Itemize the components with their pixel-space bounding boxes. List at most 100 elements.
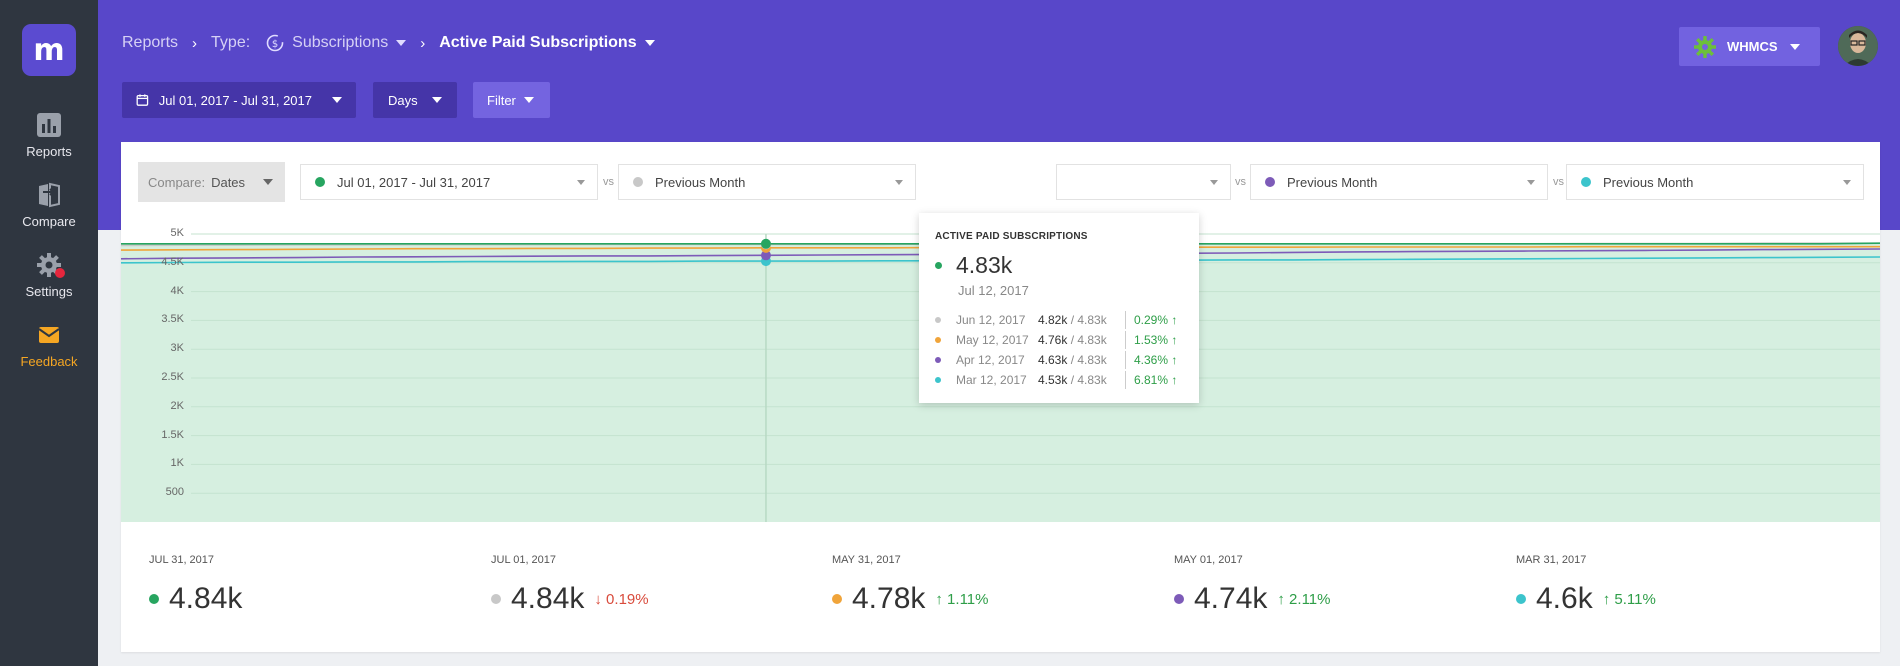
series-dot	[1516, 594, 1526, 604]
series-dot	[935, 262, 942, 269]
hover-point-4	[760, 250, 771, 261]
chart-tooltip: ACTIVE PAID SUBSCRIPTIONS 4.83k Jul 12, …	[919, 213, 1199, 403]
summary-change: ↑ 2.11%	[1277, 590, 1331, 608]
y-tick-label: 500	[165, 486, 184, 499]
y-tick-label: 4.5K	[161, 255, 184, 268]
compare-select-3[interactable]	[1056, 164, 1231, 200]
compare-icon	[36, 182, 62, 208]
vs-label: vs	[1553, 176, 1564, 188]
mail-icon	[36, 322, 62, 348]
series-dot	[633, 177, 643, 187]
filter-button[interactable]: Filter	[473, 82, 550, 118]
breadcrumb-type-dropdown[interactable]: $ Subscriptions	[266, 34, 407, 52]
breadcrumb-reports[interactable]: Reports	[122, 34, 179, 51]
summary-change: ↓ 0.19%	[594, 590, 649, 608]
summary-change: ↑ 5.11%	[1602, 590, 1656, 608]
vs-label: vs	[1235, 176, 1246, 188]
summary-value: 4.78k	[852, 582, 926, 615]
notification-dot	[55, 268, 65, 278]
bar-chart-icon	[36, 112, 62, 138]
sidebar-item-settings[interactable]: Settings	[0, 252, 98, 299]
compare-select-5[interactable]: Previous Month	[1566, 164, 1864, 200]
tooltip-date: Jul 12, 2017	[958, 283, 1029, 298]
date-range-button[interactable]: Jul 01, 2017 - Jul 31, 2017	[122, 82, 356, 118]
interval-dropdown[interactable]: Days	[373, 82, 457, 118]
summary-change: ↑ 1.11%	[935, 590, 989, 608]
compare-select-primary[interactable]: Jul 01, 2017 - Jul 31, 2017	[300, 164, 598, 200]
vs-label: vs	[603, 176, 614, 188]
tooltip-value: 4.83k	[956, 252, 1013, 278]
app-logo[interactable]: m	[22, 24, 76, 76]
summary-row: JUL 31, 2017 4.84k JUL 01, 2017 4.84k ↓ …	[121, 522, 1880, 652]
report-card: Compare: Dates Jul 01, 2017 - Jul 31, 20…	[121, 142, 1880, 652]
sidebar-item-label: Compare	[22, 214, 76, 229]
compare-mode-dropdown[interactable]: Compare: Dates	[138, 162, 285, 202]
summary-date: JUL 31, 2017	[149, 554, 215, 566]
caret-down-icon	[396, 40, 407, 46]
svg-text:$: $	[272, 39, 278, 50]
series-dot	[935, 317, 941, 323]
report-dropdown[interactable]: Active Paid Subscriptions	[439, 34, 655, 52]
summary-value: 4.6k	[1536, 582, 1593, 615]
breadcrumb-type-label: Type:	[211, 34, 251, 51]
series-dot	[1174, 594, 1184, 604]
y-tick-label: 2K	[170, 399, 184, 412]
tooltip-row: May 12, 2017 4.76k / 4.83k 1.53% ↑	[935, 330, 1183, 350]
summary-value: 4.74k	[1194, 582, 1268, 615]
tooltip-row: Jun 12, 2017 4.82k / 4.83k 0.29% ↑	[935, 310, 1183, 330]
gear-icon	[36, 252, 65, 278]
tooltip-rows: Jun 12, 2017 4.82k / 4.83k 0.29% ↑ May 1…	[935, 310, 1183, 390]
y-tick-label: 5K	[170, 227, 184, 239]
series-dot	[935, 337, 941, 343]
series-dot	[1581, 177, 1591, 187]
chevron-down-icon	[1843, 180, 1851, 185]
series-dot	[935, 377, 941, 383]
compare-select-4[interactable]: Previous Month	[1250, 164, 1548, 200]
hover-point-1	[760, 238, 771, 249]
tooltip-row: Apr 12, 2017 4.63k / 4.83k 4.36% ↑	[935, 350, 1183, 370]
whmcs-logo-icon	[1694, 35, 1716, 58]
chevron-down-icon	[1527, 180, 1535, 185]
compare-select-2[interactable]: Previous Month	[618, 164, 916, 200]
subscriptions-icon: $	[266, 34, 284, 52]
series-dot	[315, 177, 325, 187]
caret-down-icon	[332, 97, 342, 103]
account-dropdown[interactable]: WHMCS	[1679, 27, 1820, 66]
y-tick-label: 3.5K	[161, 313, 184, 326]
sidebar-item-feedback[interactable]: Feedback	[0, 322, 98, 369]
caret-down-icon	[263, 179, 274, 185]
caret-down-icon	[644, 40, 655, 46]
caret-down-icon	[523, 97, 534, 103]
sidebar-item-reports[interactable]: Reports	[0, 112, 98, 159]
chevron-down-icon	[1210, 180, 1218, 185]
series-dot	[491, 594, 501, 604]
y-tick-label: 1.5K	[161, 428, 184, 441]
calendar-icon	[136, 94, 149, 106]
avatar[interactable]	[1838, 26, 1878, 66]
summary-date: MAY 31, 2017	[832, 554, 901, 566]
caret-down-icon	[431, 97, 442, 103]
sidebar: m Reports Compare Settings Feedback	[0, 0, 98, 666]
y-tick-label: 3K	[170, 342, 184, 355]
chevron-right-icon: ›	[192, 34, 198, 52]
caret-down-icon	[1789, 43, 1800, 50]
chevron-down-icon	[895, 180, 903, 185]
sidebar-item-compare[interactable]: Compare	[0, 182, 98, 229]
series-dot	[832, 594, 842, 604]
summary-value: 4.84k	[511, 582, 585, 615]
summary-date: MAR 31, 2017	[1516, 554, 1587, 566]
sidebar-item-label: Feedback	[20, 354, 78, 369]
summary-date: JUL 01, 2017	[491, 554, 557, 566]
sidebar-item-label: Reports	[26, 144, 72, 159]
chevron-right-icon: ›	[420, 34, 426, 52]
series-dot	[1265, 177, 1275, 187]
series-dot	[935, 357, 941, 363]
sidebar-item-label: Settings	[25, 284, 73, 299]
summary-date: MAY 01, 2017	[1174, 554, 1243, 566]
y-tick-label: 2.5K	[161, 371, 184, 383]
series-dot	[149, 594, 159, 604]
tooltip-row: Mar 12, 2017 4.53k / 4.83k 6.81% ↑	[935, 370, 1183, 390]
y-tick-label: 4K	[170, 284, 184, 297]
y-tick-label: 1K	[170, 457, 184, 470]
